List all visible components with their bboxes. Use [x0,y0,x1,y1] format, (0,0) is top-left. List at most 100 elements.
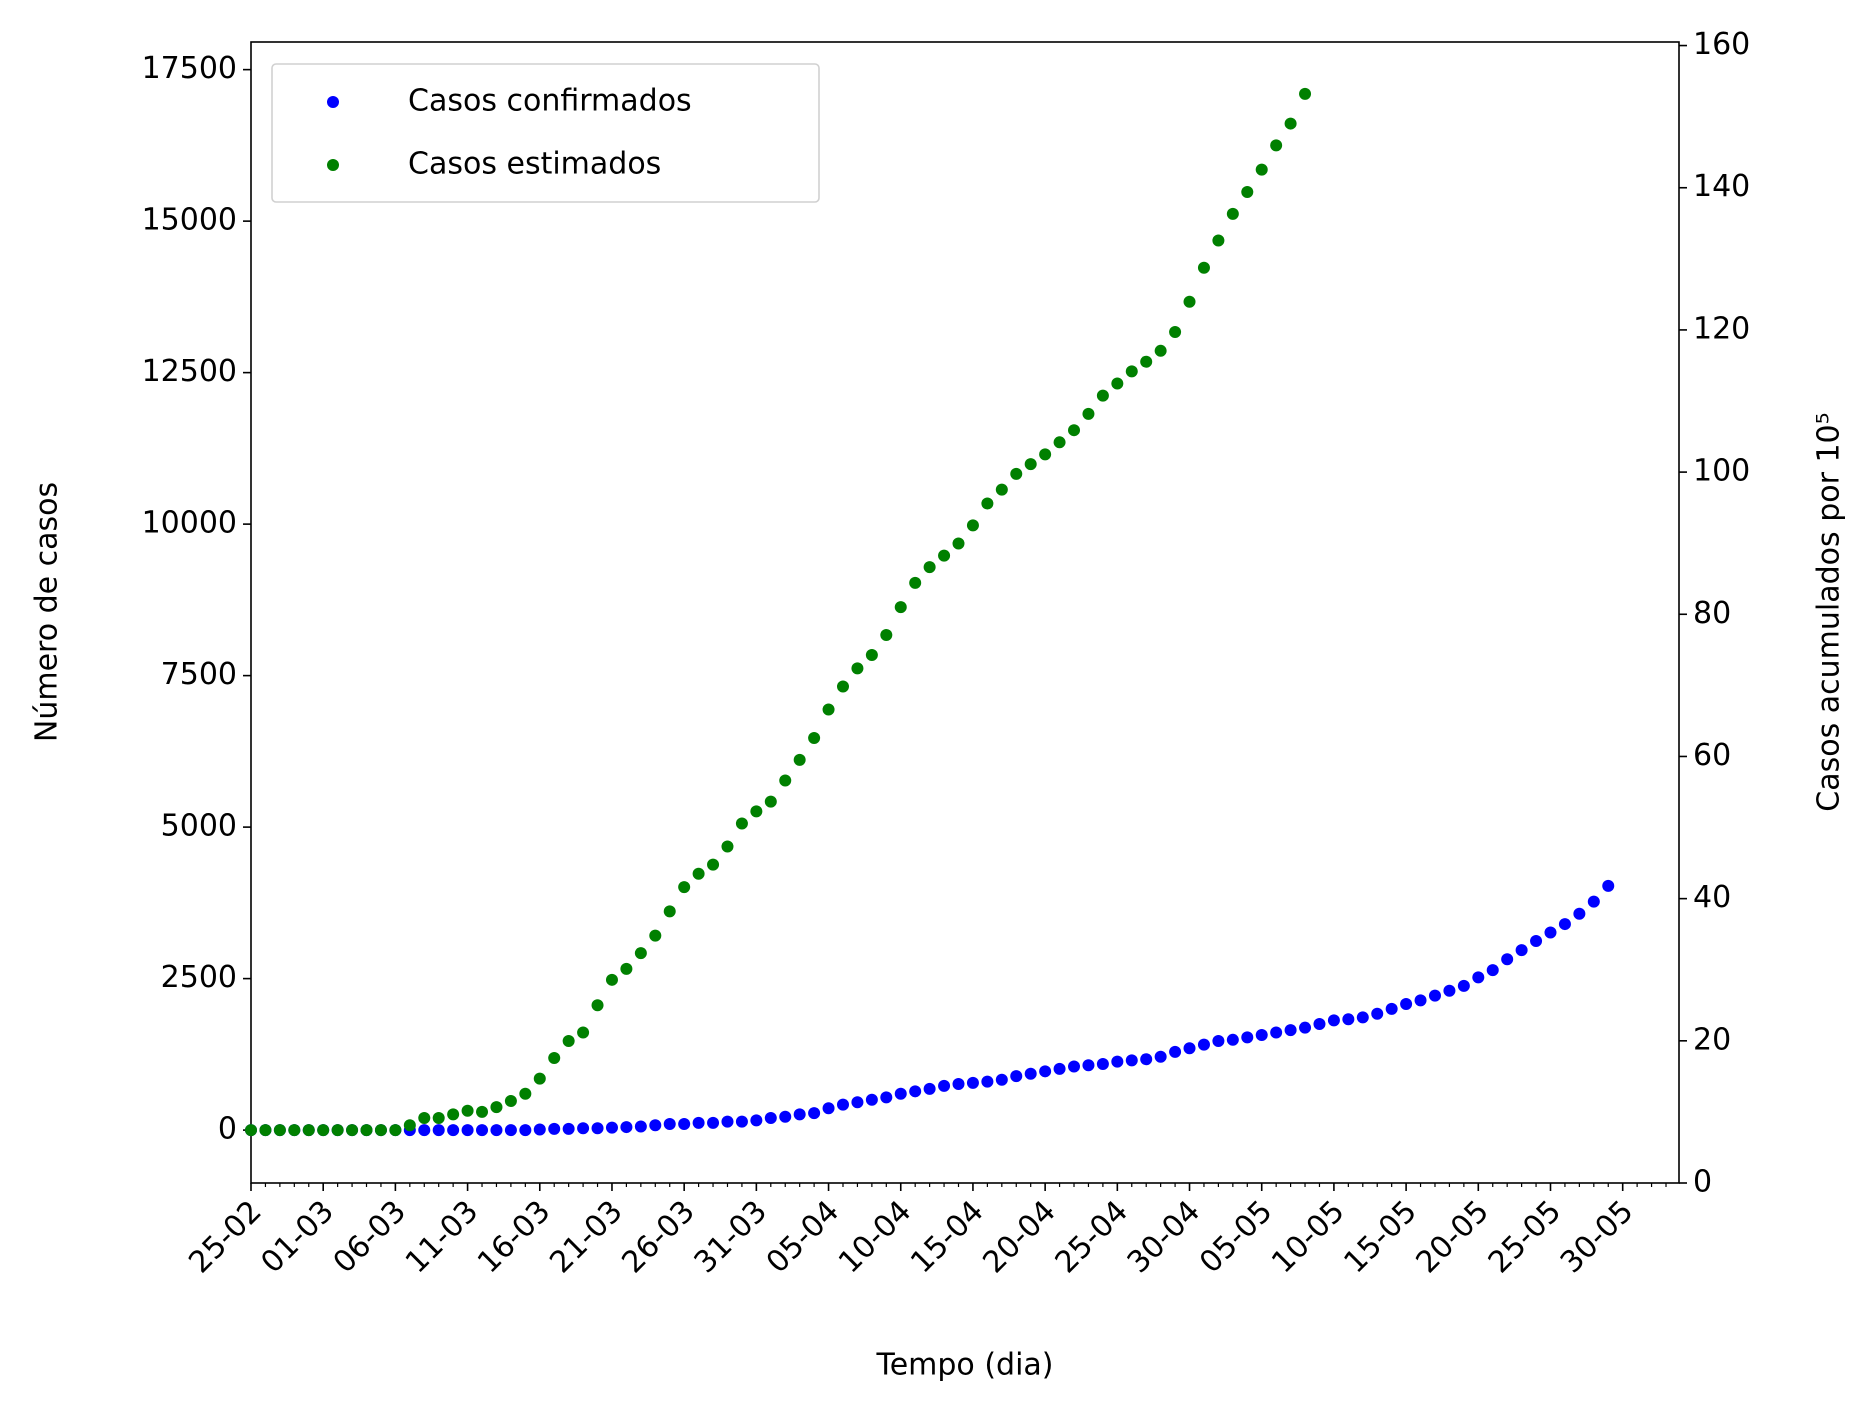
data-point [938,549,951,562]
data-point [764,795,777,808]
data-point [634,1120,647,1133]
data-point [548,1122,561,1135]
data-point [735,817,748,830]
data-point [1515,944,1528,957]
x-axis-label: Tempo (dia) [875,1348,1053,1383]
data-point [259,1124,272,1137]
data-point [1443,984,1456,997]
data-point [1010,467,1023,480]
data-point [1299,1021,1312,1034]
y-tick-label: 10000 [142,506,237,541]
data-point [1169,1045,1182,1058]
data-point [894,601,907,614]
data-point [1241,186,1254,199]
data-point [1414,994,1427,1007]
data-point [1226,207,1239,220]
data-point [663,905,676,918]
data-point [1270,1026,1283,1039]
data-point [1530,935,1543,948]
data-point [649,929,662,942]
data-point [822,703,835,716]
data-point [1428,989,1441,1002]
data-point [1544,926,1557,939]
data-point [1053,1062,1066,1075]
data-point [1082,1059,1095,1072]
y2-tick-label: 80 [1693,596,1731,631]
data-point [1573,907,1586,920]
data-point [808,732,821,745]
data-point [909,576,922,589]
data-point [1313,1018,1326,1031]
data-point [894,1087,907,1100]
data-point [750,1114,763,1127]
data-point [461,1104,474,1117]
data-point [981,1075,994,1088]
data-point [1010,1070,1023,1083]
data-point [1024,1067,1037,1080]
data-point [735,1115,748,1128]
y-tick-label: 12500 [142,354,237,389]
data-point [865,1093,878,1106]
data-point [1039,1065,1052,1078]
data-point [418,1124,431,1137]
data-point [1241,1031,1254,1044]
data-point [779,774,792,787]
y-tick-label: 15000 [142,203,237,238]
data-point [995,483,1008,496]
data-point [620,1121,633,1134]
data-point [317,1124,330,1137]
data-point [1255,163,1268,176]
data-point [721,1115,734,1128]
data-point [360,1124,373,1137]
y2-tick-label: 60 [1693,738,1731,773]
y-tick-label: 17500 [142,51,237,86]
data-point [1154,344,1167,357]
data-point [1096,1058,1109,1071]
data-point [1299,87,1312,100]
data-point [880,1091,893,1104]
data-point [822,1102,835,1115]
data-point [461,1124,474,1137]
data-point [605,1121,618,1134]
data-point [750,805,763,818]
data-point [1226,1033,1239,1046]
data-point [1212,234,1225,247]
data-point [1197,1038,1210,1051]
data-point [764,1111,777,1124]
data-point [966,1076,979,1089]
data-point [519,1124,532,1137]
data-point [952,537,965,550]
data-point [605,973,618,986]
data-point [995,1073,1008,1086]
data-point [1558,918,1571,931]
data-point [1096,389,1109,402]
data-point [851,662,864,675]
y2-tick-label: 0 [1693,1165,1712,1200]
data-point [923,561,936,574]
data-point [692,867,705,880]
data-point [273,1124,286,1137]
data-point [1068,1060,1081,1073]
data-point [476,1124,489,1137]
data-point [519,1087,532,1100]
data-point [288,1124,301,1137]
data-point [707,858,720,871]
data-point [562,1122,575,1135]
data-point [952,1078,965,1091]
data-point [707,1116,720,1129]
data-point [1602,879,1615,892]
data-point [1587,895,1600,908]
data-point [1457,979,1470,992]
data-point [1371,1007,1384,1020]
data-point [562,1035,575,1048]
data-point [331,1124,344,1137]
data-point [374,1124,387,1137]
data-point [1270,139,1283,152]
data-point [1082,407,1095,420]
y-tick-label: 0 [218,1112,237,1147]
data-point [1125,1054,1138,1067]
data-point [909,1085,922,1098]
data-point [591,1122,604,1135]
plot-frame [250,41,1680,1184]
